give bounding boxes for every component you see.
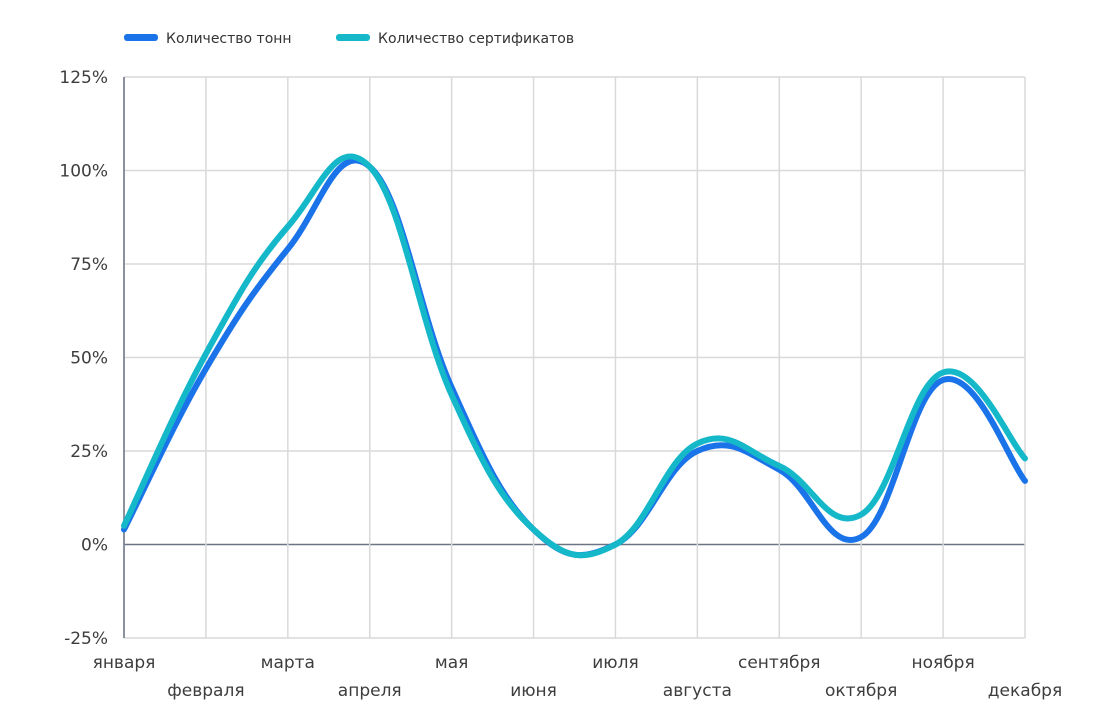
x-tick-label: июня: [510, 681, 557, 701]
x-tick-label: мая: [435, 653, 468, 673]
legend-label: Количество сертификатов: [378, 31, 574, 47]
y-tick-label: 50%: [70, 349, 108, 369]
legend-swatch: [124, 34, 158, 41]
x-tick-label: февраля: [167, 681, 244, 701]
x-tick-label: ноября: [911, 653, 974, 673]
legend-swatch: [336, 34, 370, 41]
x-tick-label: августа: [663, 681, 732, 701]
y-tick-label: -25%: [64, 629, 108, 649]
x-tick-label: сентября: [738, 653, 821, 673]
series-line-certificates: [121, 153, 1028, 559]
x-tick-label: марта: [261, 653, 315, 673]
x-tick-label: декабря: [988, 681, 1062, 701]
x-tick-label: января: [93, 653, 156, 673]
y-tick-label: 125%: [59, 68, 108, 88]
x-tick-label: октября: [825, 681, 897, 701]
legend-label: Количество тонн: [166, 31, 292, 47]
y-tick-label: 100%: [59, 162, 108, 182]
y-tick-label: 75%: [70, 255, 108, 275]
y-tick-label: 0%: [81, 536, 108, 556]
x-tick-label: апреля: [338, 681, 402, 701]
x-tick-label: июля: [592, 653, 638, 673]
y-tick-label: 25%: [70, 442, 108, 462]
